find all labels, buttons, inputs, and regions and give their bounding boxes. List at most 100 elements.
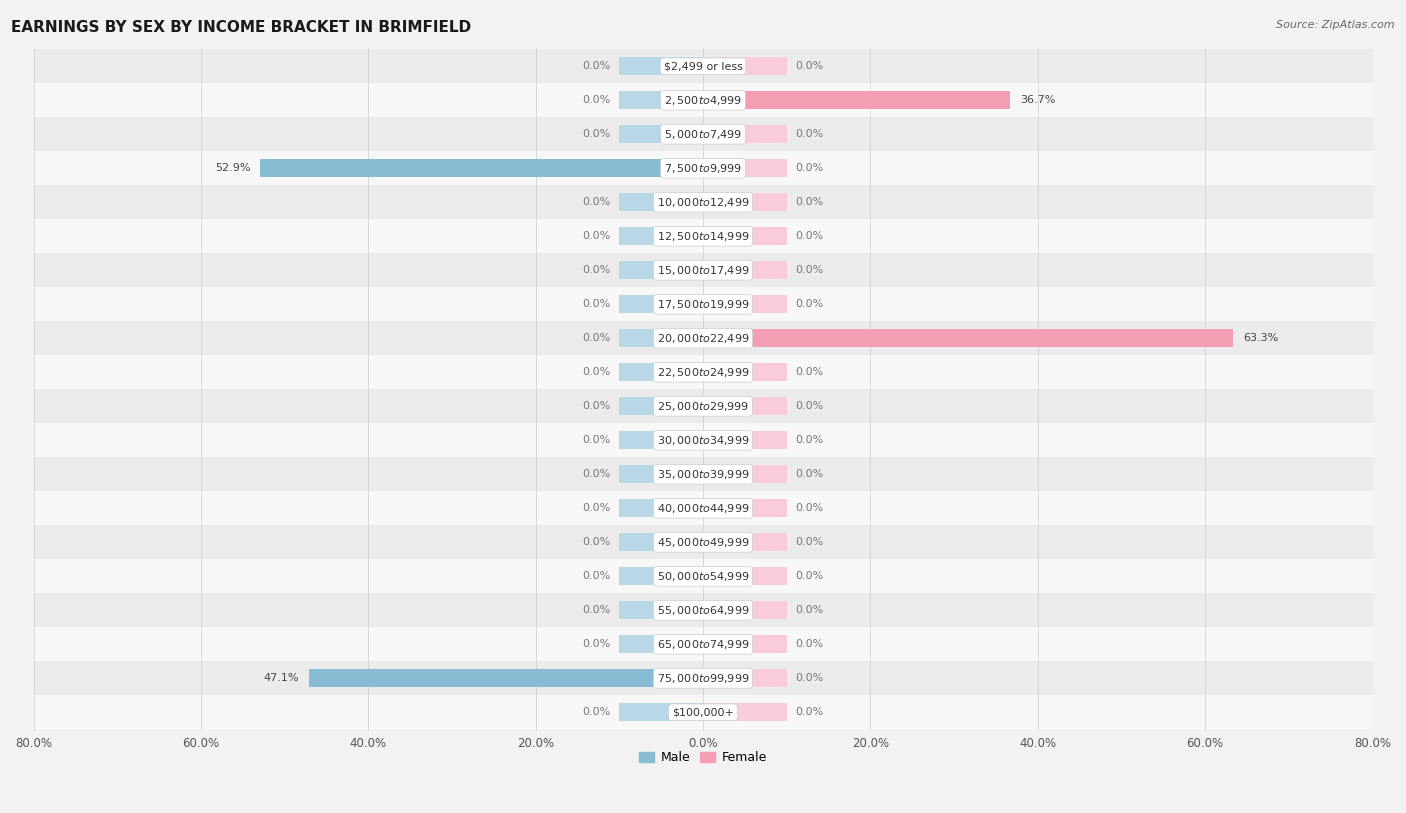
Bar (34, 151, 1372, 185)
Bar (703, 466, 787, 483)
Text: 0.0%: 0.0% (582, 435, 612, 446)
Bar (34, 661, 1372, 695)
Bar (703, 193, 787, 211)
Bar (619, 363, 703, 381)
Text: $30,000 to $34,999: $30,000 to $34,999 (657, 434, 749, 447)
Text: $22,500 to $24,999: $22,500 to $24,999 (657, 366, 749, 379)
Bar (34, 628, 1372, 661)
Bar (309, 669, 703, 687)
Text: 0.0%: 0.0% (582, 537, 612, 547)
Bar (34, 50, 1372, 83)
Bar (260, 159, 703, 177)
Text: 47.1%: 47.1% (263, 673, 299, 684)
Bar (703, 295, 787, 313)
Bar (703, 159, 787, 177)
Text: $20,000 to $22,499: $20,000 to $22,499 (657, 332, 749, 345)
Bar (619, 602, 703, 620)
Text: $50,000 to $54,999: $50,000 to $54,999 (657, 570, 749, 583)
Text: 52.9%: 52.9% (215, 163, 250, 173)
Text: $45,000 to $49,999: $45,000 to $49,999 (657, 536, 749, 549)
Bar (619, 228, 703, 245)
Text: 0.0%: 0.0% (582, 265, 612, 276)
Text: 0.0%: 0.0% (794, 163, 824, 173)
Bar (619, 567, 703, 585)
Bar (703, 669, 787, 687)
Bar (34, 254, 1372, 287)
Bar (619, 432, 703, 449)
Bar (703, 262, 787, 279)
Bar (703, 398, 787, 415)
Text: 0.0%: 0.0% (794, 61, 824, 72)
Bar (619, 91, 703, 109)
Text: 0.0%: 0.0% (582, 606, 612, 615)
Bar (619, 466, 703, 483)
Bar (34, 559, 1372, 593)
Text: 0.0%: 0.0% (582, 402, 612, 411)
Bar (619, 669, 703, 687)
Text: 0.0%: 0.0% (582, 639, 612, 650)
Bar (619, 533, 703, 551)
Text: 0.0%: 0.0% (794, 231, 824, 241)
Text: 0.0%: 0.0% (794, 402, 824, 411)
Text: 0.0%: 0.0% (794, 198, 824, 207)
Bar (34, 321, 1372, 355)
Bar (619, 193, 703, 211)
Text: 0.0%: 0.0% (794, 572, 824, 581)
Bar (34, 220, 1372, 254)
Bar (703, 91, 1010, 109)
Text: 0.0%: 0.0% (582, 95, 612, 105)
Bar (703, 228, 787, 245)
Bar (703, 91, 787, 109)
Text: $25,000 to $29,999: $25,000 to $29,999 (657, 400, 749, 413)
Bar (703, 432, 787, 449)
Text: $7,500 to $9,999: $7,500 to $9,999 (664, 162, 742, 175)
Text: 0.0%: 0.0% (794, 673, 824, 684)
Text: $5,000 to $7,499: $5,000 to $7,499 (664, 128, 742, 141)
Text: $17,500 to $19,999: $17,500 to $19,999 (657, 298, 749, 311)
Text: 0.0%: 0.0% (582, 572, 612, 581)
Text: 0.0%: 0.0% (582, 198, 612, 207)
Bar (703, 363, 787, 381)
Bar (34, 491, 1372, 525)
Text: 0.0%: 0.0% (582, 503, 612, 513)
Text: 0.0%: 0.0% (794, 469, 824, 480)
Text: 0.0%: 0.0% (582, 333, 612, 343)
Bar (619, 703, 703, 721)
Text: 0.0%: 0.0% (794, 129, 824, 139)
Text: 0.0%: 0.0% (794, 367, 824, 377)
Bar (703, 567, 787, 585)
Bar (703, 329, 787, 347)
Text: 0.0%: 0.0% (794, 537, 824, 547)
Bar (34, 593, 1372, 628)
Bar (34, 457, 1372, 491)
Text: $15,000 to $17,499: $15,000 to $17,499 (657, 263, 749, 276)
Bar (34, 117, 1372, 151)
Text: $100,000+: $100,000+ (672, 707, 734, 717)
Text: 0.0%: 0.0% (794, 606, 824, 615)
Text: $12,500 to $14,999: $12,500 to $14,999 (657, 230, 749, 243)
Text: 0.0%: 0.0% (794, 265, 824, 276)
Text: 63.3%: 63.3% (1243, 333, 1278, 343)
Bar (703, 636, 787, 653)
Legend: Male, Female: Male, Female (634, 746, 772, 769)
Bar (703, 329, 1233, 347)
Bar (34, 355, 1372, 389)
Bar (619, 636, 703, 653)
Bar (34, 287, 1372, 321)
Text: $75,000 to $99,999: $75,000 to $99,999 (657, 672, 749, 685)
Text: $2,499 or less: $2,499 or less (664, 61, 742, 72)
Bar (703, 499, 787, 517)
Bar (619, 58, 703, 75)
Text: 0.0%: 0.0% (582, 707, 612, 717)
Text: 0.0%: 0.0% (794, 707, 824, 717)
Text: 0.0%: 0.0% (794, 503, 824, 513)
Bar (619, 499, 703, 517)
Bar (619, 329, 703, 347)
Bar (34, 83, 1372, 117)
Bar (703, 602, 787, 620)
Text: 0.0%: 0.0% (582, 129, 612, 139)
Text: $10,000 to $12,499: $10,000 to $12,499 (657, 196, 749, 209)
Text: 0.0%: 0.0% (794, 299, 824, 309)
Bar (34, 525, 1372, 559)
Text: EARNINGS BY SEX BY INCOME BRACKET IN BRIMFIELD: EARNINGS BY SEX BY INCOME BRACKET IN BRI… (11, 20, 471, 35)
